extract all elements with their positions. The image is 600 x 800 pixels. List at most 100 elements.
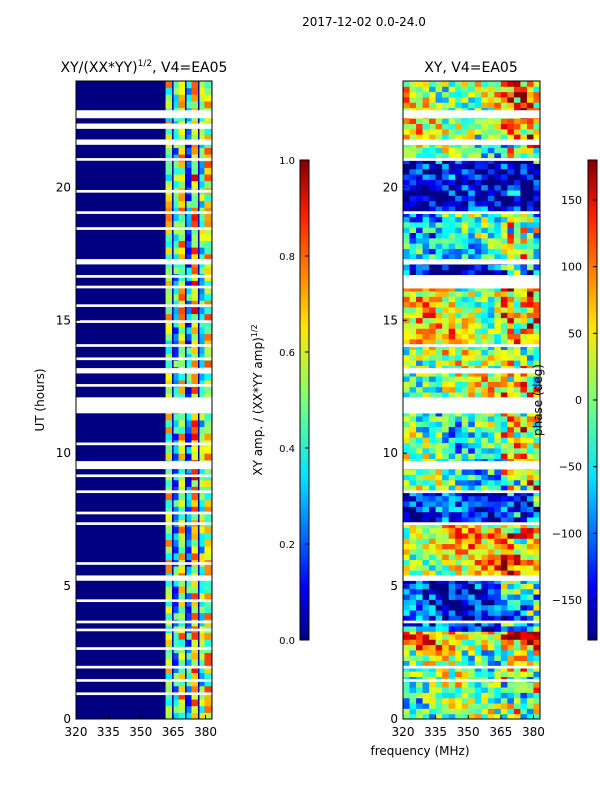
heatmap-cell [500,495,508,502]
heatmap-cell [526,168,534,175]
heatmap-cell [513,713,521,719]
heatmap-cell [429,144,437,148]
heatmap-cell [520,243,528,249]
heatmap-cell [500,216,508,223]
heatmap-cell [487,243,495,249]
heatmap-cell [422,631,430,635]
heatmap-cell [468,413,476,417]
heatmap-cell [165,612,173,620]
heatmap-cell [481,123,489,130]
heatmap-cell [520,288,528,292]
heatmap-cell [520,655,528,662]
heatmap-cell [461,243,469,249]
heatmap-cell [533,583,540,590]
heatmap-cell [455,442,463,449]
heatmap-cell [455,665,463,672]
heatmap-cell [533,501,540,507]
heatmap-cell [416,543,424,550]
heatmap-cell [481,594,489,600]
heatmap-cell [416,346,424,350]
heatmap-cell [487,580,495,584]
heatmap-cell [494,625,502,632]
heatmap-cell [429,237,437,244]
heatmap-cell [429,639,437,646]
amplitude-colorbar-strip [299,159,310,641]
heatmap-cell [403,264,411,265]
heatmap-cell [409,163,417,170]
heatmap-cell [481,86,489,93]
heatmap-cell [513,322,521,329]
heatmap-cell [526,147,534,154]
heatmap-cell [172,453,180,461]
heatmap-cell [178,393,186,401]
heatmap-cell [481,493,489,497]
heatmap-cell [500,370,508,377]
heatmap-cell [197,134,205,142]
heatmap-cell [513,564,521,571]
heatmap-cell [461,426,469,433]
heatmap-cell [513,588,521,595]
heatmap-cell [481,485,489,491]
heatmap-cell [204,247,212,255]
heatmap-cell [416,134,424,140]
heatmap-cell [513,620,521,627]
heatmap-cell [474,168,482,175]
heatmap-cell [468,381,476,388]
heatmap-cell [461,703,469,709]
heatmap-cell [468,301,476,308]
heatmap-cell [520,376,528,382]
heatmap-cell [403,333,411,340]
heatmap-cell [197,360,205,368]
heatmap-cell [165,413,173,421]
heatmap-cell [520,134,528,140]
heatmap-cell [461,376,469,382]
heatmap-cell [429,322,437,329]
heatmap-cell [409,437,417,444]
heatmap-cell [494,179,502,186]
heatmap-cell [442,538,450,545]
heatmap-cell [461,163,469,170]
heatmap-cell [468,649,476,656]
flagged-gap [76,357,212,361]
heatmap-cell [513,128,521,135]
phase-heatmap [403,81,540,719]
heatmap-cell [429,548,437,555]
flagged-gap [76,368,212,374]
heatmap-cell [185,586,192,594]
heatmap-cell [442,516,450,523]
heatmap-cell [422,437,430,444]
heatmap-cell [468,232,476,239]
heatmap-cell [204,692,212,700]
heatmap-cell [468,392,476,398]
heatmap-cell [416,232,424,239]
heatmap-cell [442,583,450,590]
heatmap-cell [494,81,502,87]
heatmap-cell [204,386,212,394]
heatmap-cell [442,376,450,382]
heatmap-cell [172,154,180,162]
heatmap-cell [513,174,521,180]
heatmap-cell [455,392,463,398]
heatmap-cell [204,300,212,308]
heatmap-cell [513,195,521,202]
heatmap-cell [455,639,463,646]
heatmap-cell [507,168,515,175]
heatmap-cell [500,248,508,255]
heatmap-cell [197,293,205,301]
heatmap-cell [204,326,212,335]
heatmap-cell [435,421,443,428]
heatmap-cell [520,583,528,590]
heatmap-cell [172,552,180,560]
heatmap-cell [500,96,508,103]
heatmap-cell [481,328,489,335]
heatmap-cell [185,612,192,620]
heatmap-cell [403,485,411,491]
heatmap-cell [429,703,437,709]
colorbar-tick-label: 0.2 [279,540,295,551]
heatmap-cell [468,354,476,361]
heatmap-cell [185,499,192,507]
heatmap-cell [435,213,443,218]
heatmap-cell [416,713,424,719]
heatmap-cell [500,243,508,249]
heatmap-cell [487,91,495,98]
